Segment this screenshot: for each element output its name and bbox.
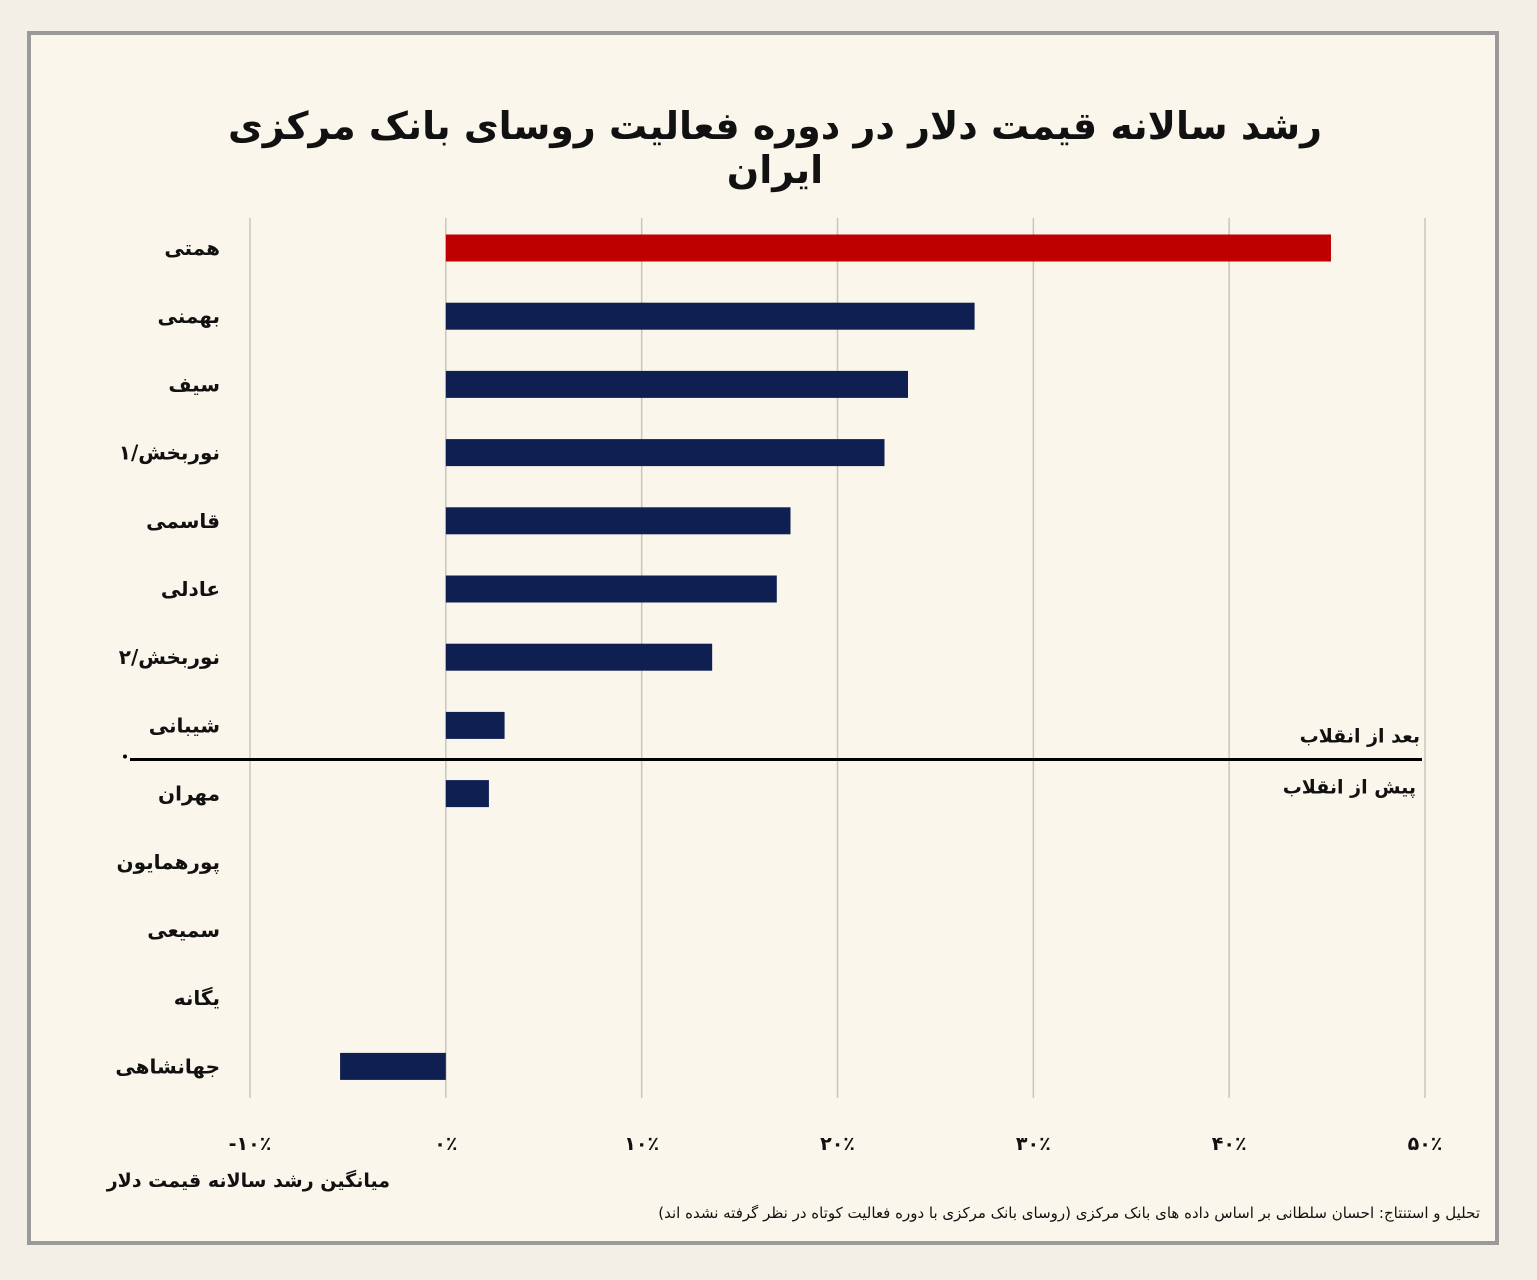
category-label: یگانه (174, 986, 220, 1010)
bar (340, 1052, 446, 1080)
bar (445, 643, 713, 671)
category-label: سیف (168, 372, 220, 396)
bar (445, 507, 791, 535)
bar (445, 780, 489, 808)
x-tick-label: ۲۰٪ (820, 1133, 855, 1155)
category-label: همتی (164, 236, 220, 260)
category-label: سمیعی (147, 918, 220, 942)
x-axis-label: میانگین رشد سالانه قیمت دلار (106, 1170, 390, 1192)
x-tick-label: ۴۰٪ (1212, 1133, 1247, 1155)
x-tick-label: ۰٪ (434, 1133, 457, 1155)
bar (445, 370, 908, 398)
category-label: بهمنی (157, 304, 220, 328)
category-label: شیبانی (149, 713, 220, 737)
bar (445, 575, 777, 603)
chart-frame (27, 31, 1499, 1245)
category-label: نوربخش/۲ (119, 645, 220, 669)
category-label: عادلی (161, 577, 220, 601)
x-tick-label: ۵۰٪ (1408, 1133, 1443, 1155)
category-label: نوربخش/۱ (119, 441, 220, 465)
category-label: جهانشاهی (115, 1054, 220, 1078)
bar (445, 439, 885, 467)
bar (445, 711, 505, 739)
era-label-before: پیش از انقلاب (1283, 777, 1416, 799)
source-credit: تحلیل و استنتاج: احسان سلطانی بر اساس دا… (658, 1204, 1480, 1222)
category-label: مهران (158, 782, 220, 806)
category-label: قاسمی (146, 509, 220, 533)
category-label: پورهمایون (117, 850, 220, 875)
x-tick-label: ۱۰٪ (624, 1133, 659, 1155)
bar (445, 302, 975, 330)
bar (445, 234, 1331, 262)
separator-dot (123, 754, 127, 759)
x-tick-label: ۳۰٪ (1016, 1133, 1051, 1155)
x-tick-label: -۱۰٪ (229, 1133, 272, 1155)
chart-title: رشد سالانه قیمت دلار در دوره فعالیت روسا… (227, 104, 1323, 192)
era-label-after: بعد از انقلاب (1300, 726, 1420, 748)
